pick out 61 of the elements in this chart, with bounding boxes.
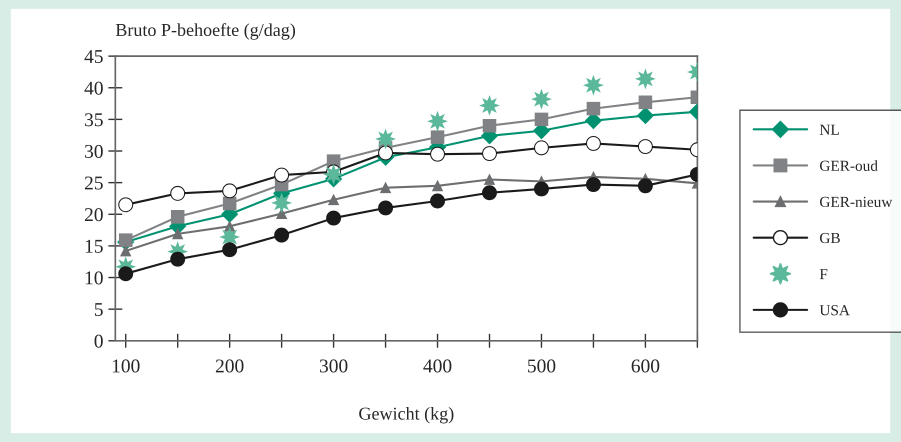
- point: [430, 146, 445, 162]
- x-tick-label: 600: [632, 359, 660, 373]
- point: [378, 145, 394, 160]
- point: [118, 233, 132, 247]
- x-tick-label: 200: [216, 359, 244, 373]
- point: [326, 210, 342, 226]
- x-tick-label: 400: [423, 359, 452, 373]
- point: [170, 252, 186, 267]
- point: [172, 228, 184, 240]
- point: [586, 102, 600, 116]
- legend-label: USA: [820, 305, 850, 316]
- legend-label: F: [820, 269, 828, 280]
- y-tick-label: 25: [84, 176, 103, 190]
- x-tick-label: 300: [320, 359, 348, 373]
- point: [484, 174, 495, 185]
- point: [378, 200, 394, 216]
- x-tick-label: 100: [112, 359, 140, 373]
- y-tick-label: 35: [85, 113, 103, 126]
- point: [170, 210, 184, 224]
- x-axis-title: Gewicht (kg): [359, 407, 454, 424]
- point: [634, 68, 656, 90]
- y-tick-label: 20: [84, 208, 103, 222]
- point: [118, 266, 134, 282]
- y-tick-label: 5: [94, 303, 103, 316]
- point: [430, 130, 444, 144]
- legend-label: GER-nieuw: [820, 196, 892, 208]
- point: [323, 164, 344, 185]
- point: [637, 107, 654, 124]
- point: [482, 185, 497, 200]
- y-tick-label: 10: [86, 271, 103, 284]
- point: [380, 182, 391, 194]
- y-tick-label: 0: [94, 334, 103, 348]
- point: [375, 128, 396, 150]
- point: [638, 178, 653, 194]
- point: [271, 192, 292, 214]
- y-tick-label: 40: [84, 82, 103, 95]
- x-tick-label: 500: [528, 359, 556, 373]
- point: [479, 95, 500, 116]
- y-tick-label: 30: [85, 144, 103, 158]
- point: [531, 88, 552, 110]
- point: [586, 177, 601, 192]
- point: [274, 228, 290, 243]
- point: [222, 242, 238, 258]
- point: [583, 74, 604, 96]
- point: [534, 112, 548, 126]
- legend-label: GB: [820, 232, 840, 244]
- point: [430, 194, 445, 208]
- point: [222, 196, 236, 210]
- point: [427, 110, 448, 132]
- y-tick-label: 45: [84, 50, 103, 64]
- point: [120, 246, 132, 256]
- legend-label: GER-oud: [820, 160, 878, 171]
- point: [638, 96, 652, 110]
- point: [432, 180, 443, 192]
- point: [482, 118, 496, 132]
- y-tick-label: 15: [86, 240, 103, 253]
- point: [534, 182, 549, 196]
- point: [274, 168, 290, 183]
- point: [328, 194, 339, 206]
- legend-label: NL: [820, 124, 839, 135]
- y-axis-title: Bruto P-behoefte (g/dag): [116, 23, 296, 40]
